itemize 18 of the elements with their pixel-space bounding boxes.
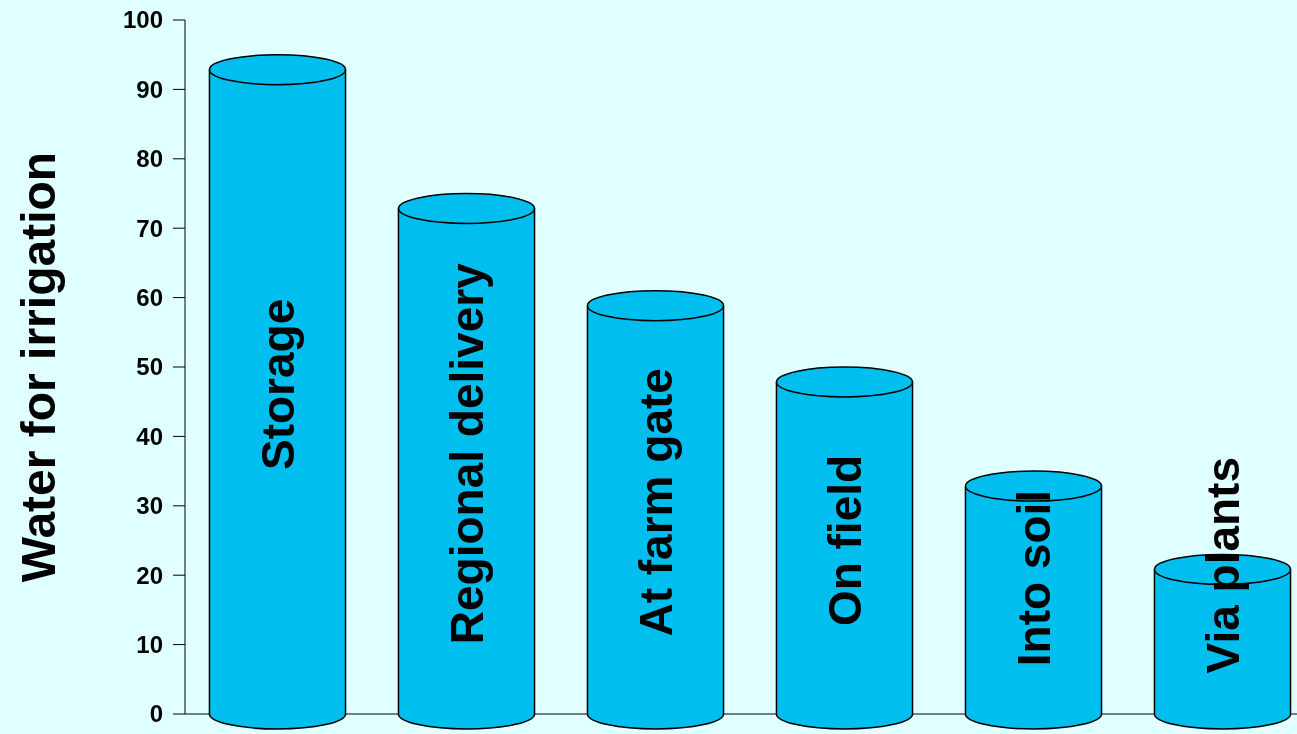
y-tick-label: 50 — [136, 353, 163, 381]
x-tick-label: At farm gate — [630, 368, 683, 637]
x-tick-label: Into soil — [1008, 489, 1061, 667]
x-tick-label: Storage — [252, 298, 305, 470]
y-tick-label: 20 — [136, 561, 163, 589]
y-tick-label: 30 — [136, 492, 163, 520]
y-tick-label: 80 — [136, 145, 163, 173]
x-tick-label: Via plants — [1197, 456, 1250, 674]
x-tick-label: Regional delivery — [441, 262, 494, 645]
y-tick-label: 10 — [136, 631, 163, 658]
y-tick-label: 40 — [136, 422, 163, 450]
y-tick-label: 70 — [136, 214, 163, 242]
y-tick-label: 0 — [149, 700, 163, 728]
y-tick-label: 90 — [136, 75, 163, 103]
y-tick-label: 60 — [136, 284, 163, 311]
x-tick-label: On field — [819, 454, 872, 627]
y-axis-title: Water for irrigation — [12, 151, 65, 583]
y-tick-label: 100 — [122, 6, 163, 34]
